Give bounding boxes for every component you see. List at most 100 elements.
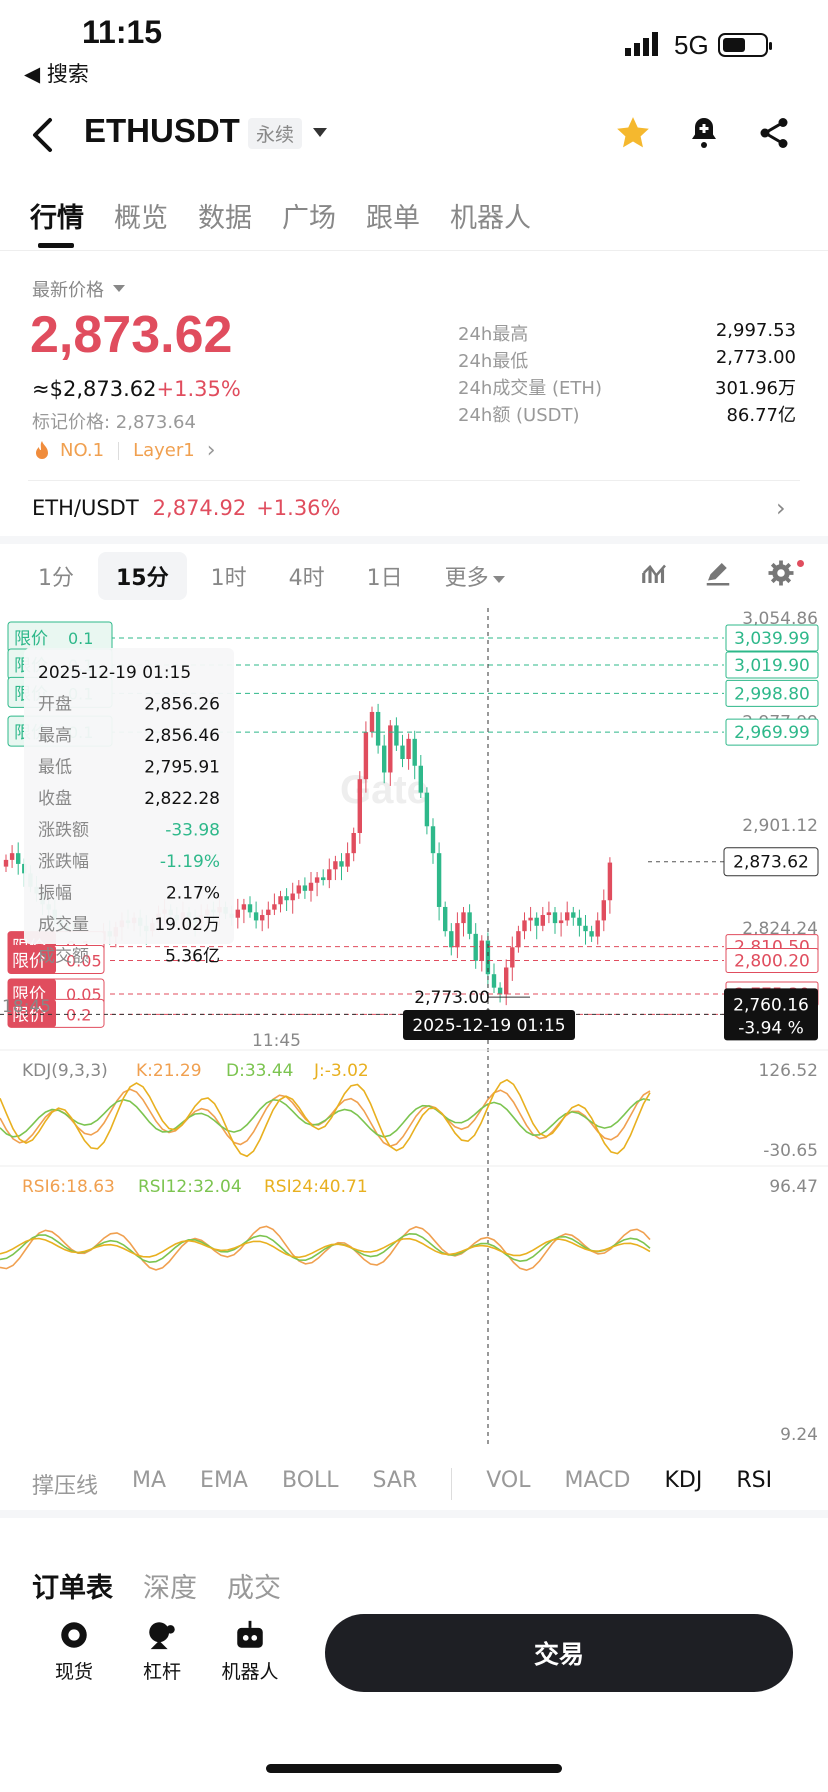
tab-overview[interactable]: 概览 <box>114 203 168 234</box>
chevron-down-icon[interactable] <box>113 285 125 292</box>
gear-icon[interactable] <box>766 558 796 588</box>
star-icon[interactable] <box>614 114 652 152</box>
stat-row: 24h成交量 (ETH) 301.96万 <box>458 378 796 399</box>
chevron-right-icon[interactable]: › <box>776 494 786 522</box>
indicator-sar[interactable]: SAR <box>372 1468 418 1493</box>
usd-price-line: ≈$2,873.62+1.35% <box>32 377 241 401</box>
tooltip-value: 2.17% <box>166 884 220 904</box>
buy-order-qty: 0.2 <box>66 1005 91 1024</box>
candle-body <box>388 725 393 773</box>
kdj-min: -30.65 <box>763 1141 818 1161</box>
back-arrow-icon[interactable] <box>28 116 58 154</box>
tooltip-key: 收盘 <box>38 789 72 809</box>
tooltip-value: 2,795.91 <box>144 758 220 778</box>
tab-bots[interactable]: 机器人 <box>450 203 531 234</box>
timeframe-4h[interactable]: 4时 <box>288 566 325 591</box>
kdj-label: KDJ(9,3,3) <box>22 1061 108 1081</box>
sell-order-price-box <box>725 624 819 652</box>
kdj-j-line <box>0 1078 651 1158</box>
tab-trades[interactable]: 成交 <box>227 1573 281 1604</box>
indicator-ma[interactable]: MA <box>132 1468 167 1493</box>
candle-body <box>16 853 21 864</box>
dock-spot[interactable]: 现货 <box>34 1618 114 1684</box>
notification-dot <box>797 560 804 567</box>
tab-square[interactable]: 广场 <box>282 203 336 234</box>
dock-margin[interactable]: 杠杆 <box>122 1618 202 1684</box>
tooltip-value: 5.36亿 <box>165 947 220 967</box>
candle-body <box>272 904 277 910</box>
tooltip-key: 涨跌额 <box>38 821 89 841</box>
tooltip-key: 成交额 <box>38 947 89 967</box>
change-percent: +1.35% <box>156 377 241 401</box>
rank-label: NO.1 <box>60 440 105 461</box>
indicator-ema[interactable]: EMA <box>200 1468 248 1493</box>
active-tab-indicator <box>38 243 74 248</box>
candle-body <box>552 912 558 924</box>
indicator-selector: 撑压线 MA EMA BOLL SAR VOL MACD KDJ RSI <box>0 1468 828 1500</box>
indicator-macd[interactable]: MACD <box>564 1468 631 1493</box>
candle-body <box>363 732 369 780</box>
timeframe-more[interactable]: 更多 <box>427 552 523 600</box>
tab-market[interactable]: 行情 <box>30 203 84 234</box>
y-tick-label: 2,901.12 <box>742 816 818 836</box>
timeframe-15m[interactable]: 15分 <box>98 552 187 600</box>
usd-price: ≈$2,873.62 <box>32 377 157 401</box>
tab-orderbook[interactable]: 订单表 <box>32 1573 113 1604</box>
kdj-j: J:-3.02 <box>313 1061 369 1081</box>
indicator-support-resistance[interactable]: 撑压线 <box>32 1474 99 1499</box>
stat-row: 24h最高 2,997.53 <box>458 320 796 345</box>
tab-copy-trading[interactable]: 跟单 <box>366 203 420 234</box>
x-tick-label: 18:45 <box>2 997 51 1017</box>
home-indicator[interactable] <box>266 1764 562 1773</box>
candle-body <box>241 904 247 910</box>
candle-body <box>308 882 314 891</box>
spot-pair-row[interactable]: ETH/USDT 2,874.92 +1.36% <box>32 496 341 520</box>
candle-body <box>571 912 576 918</box>
indicator-icon[interactable] <box>640 558 670 588</box>
timeframe-1m[interactable]: 1分 <box>38 566 74 591</box>
rsi6-line <box>0 1225 651 1272</box>
candle-body <box>345 853 350 867</box>
status-time: 11:15 <box>82 14 163 50</box>
candle-body <box>479 940 484 961</box>
tooltip-value: 2,822.28 <box>144 789 220 809</box>
timeframe-1d[interactable]: 1日 <box>366 566 403 591</box>
candle-body <box>314 877 320 883</box>
contract-type-badge[interactable]: 永续 <box>248 118 303 149</box>
price-type-label[interactable]: 最新价格 <box>32 280 104 301</box>
price-alert-icon[interactable] <box>686 114 722 152</box>
back-to-search-link[interactable]: ◀ 搜索 <box>24 62 89 86</box>
sell-order-price: 3,019.90 <box>734 656 810 676</box>
fire-icon <box>36 440 48 459</box>
chevron-down-icon[interactable] <box>313 128 327 137</box>
leverage-icon <box>149 1622 175 1650</box>
candle-body <box>595 920 600 937</box>
tab-data[interactable]: 数据 <box>198 203 252 234</box>
candle-body <box>260 915 265 921</box>
spot-pair: ETH/USDT <box>32 496 139 520</box>
candle-body <box>9 853 15 860</box>
indicator-rsi[interactable]: RSI <box>736 1468 773 1493</box>
dock-bots[interactable]: 机器人 <box>210 1618 290 1684</box>
indicator-boll[interactable]: BOLL <box>281 1468 339 1493</box>
timeframe-1h[interactable]: 1时 <box>210 566 247 591</box>
share-icon[interactable] <box>756 114 792 152</box>
indicator-vol[interactable]: VOL <box>486 1468 531 1493</box>
candle-body <box>485 940 491 975</box>
rank-row[interactable]: NO.1 Layer1 › <box>32 438 216 463</box>
tab-depth[interactable]: 深度 <box>143 1573 197 1604</box>
sell-order-price: 2,969.99 <box>734 723 810 743</box>
draw-pencil-icon[interactable] <box>703 558 733 588</box>
trade-button[interactable]: 交易 <box>325 1614 793 1692</box>
candle-body <box>424 792 430 827</box>
crosshair-price-box <box>724 988 818 1041</box>
sell-order-price-box <box>725 718 819 746</box>
candle-body <box>516 931 521 948</box>
candle-body <box>455 923 460 948</box>
pair-title[interactable]: ETHUSDT <box>84 112 240 149</box>
candlestick-chart[interactable]: Gate3,054.862,977.992,901.122,824.243,03… <box>0 608 828 1448</box>
candle-body <box>351 832 356 854</box>
indicator-kdj[interactable]: KDJ <box>664 1468 703 1493</box>
candle-body <box>369 711 375 733</box>
rsi12-line <box>0 1232 651 1264</box>
